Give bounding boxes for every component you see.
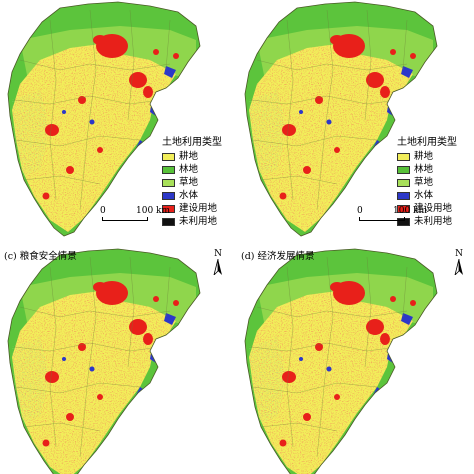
swatch-grassland [397,178,410,187]
north-arrow-c: N [211,250,225,279]
map-panel-d [237,237,474,474]
legend-item-grassland: 草地 [397,176,457,189]
scale-distance-label: 100 km [393,206,428,216]
legend: 土地利用类型 耕地 林地 草地 水体 建设用地 未利用地 [162,136,222,228]
legend-item-cropland: 耕地 [162,150,222,163]
legend-item-water: 水体 [397,189,457,202]
swatch-unused [162,217,175,226]
legend-title: 土地利用类型 [397,137,457,148]
legend-title: 土地利用类型 [162,137,222,148]
north-label: N [455,249,463,259]
scale-bar: 0 100 km [100,206,170,221]
legend-item-unused: 未利用地 [397,215,457,228]
swatch-cropland [397,152,410,161]
panel-c-caption: (c) 粮食安全情景 [4,251,77,262]
swatch-builtup [162,204,175,213]
legend-item-cropland: 耕地 [397,150,457,163]
scale-bar: 0 100 km [357,206,427,221]
legend-item-builtup: 建设用地 [397,202,457,215]
north-arrow-icon [454,258,463,277]
legend-item-forest: 林地 [162,163,222,176]
legend-item-grassland: 草地 [162,176,222,189]
scale-zero-label: 0 [357,206,363,216]
map-panel-a: 土地利用类型 耕地 林地 草地 水体 建设用地 未利用地 0 100 km [0,0,237,237]
legend-item-forest: 林地 [397,163,457,176]
land-use-map-d [237,237,474,474]
swatch-grassland [162,178,175,187]
scale-zero-label: 0 [100,206,106,216]
swatch-forest [162,165,175,174]
swatch-water [397,191,410,200]
panel-d-caption: (d) 经济发展情景 [241,251,315,262]
scale-bar-line [359,217,405,221]
north-arrow-icon [213,258,222,277]
land-use-map-c [0,237,237,474]
swatch-cropland [162,152,175,161]
legend-item-unused: 未利用地 [162,215,222,228]
legend: 土地利用类型 耕地 林地 草地 水体 建设用地 未利用地 [397,136,457,228]
scale-distance-label: 100 km [136,206,171,216]
map-panel-c [0,237,237,474]
north-arrow-d: N [452,250,466,279]
legend-item-water: 水体 [162,189,222,202]
swatch-unused [397,217,410,226]
swatch-water [162,191,175,200]
swatch-builtup [397,204,410,213]
scale-bar-line [102,217,148,221]
swatch-forest [397,165,410,174]
north-label: N [214,249,222,259]
map-panel-b: 土地利用类型 耕地 林地 草地 水体 建设用地 未利用地 0 100 km [237,0,474,237]
legend-item-builtup: 建设用地 [162,202,222,215]
